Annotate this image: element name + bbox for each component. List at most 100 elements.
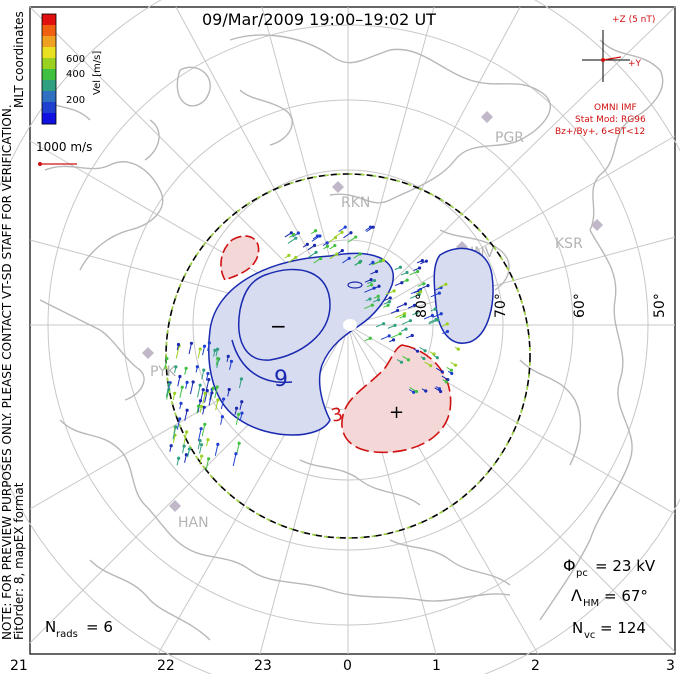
velocity-vector-dot: [205, 388, 209, 393]
velocity-vector-dot: [207, 378, 211, 382]
velocity-vector: [172, 426, 177, 440]
velocity-vector-dot: [213, 348, 217, 352]
velocity-vector-dot: [187, 447, 192, 451]
velocity-vector-dot: [191, 380, 195, 384]
preview-note: NOTE: FOR PREVIEW PURPOSES ONLY. PLEASE …: [0, 104, 14, 640]
velocity-vector: [236, 443, 240, 454]
velocity-vector-dot: [416, 269, 420, 274]
velocity-vector-dot: [199, 427, 203, 431]
colorbar-segment: [42, 25, 56, 37]
velocity-vector-dot: [169, 444, 173, 448]
station-label-pyk: PYK: [150, 364, 177, 380]
velocity-vector-dot: [386, 303, 390, 307]
mlt-label-2: 2: [531, 658, 540, 674]
svg-text:vc: vc: [584, 630, 595, 641]
velocity-vector-dot: [432, 352, 436, 356]
velocity-vector-dot: [305, 242, 309, 246]
velocity-vector: [205, 458, 210, 471]
station-label-rkn: RKN: [341, 195, 370, 211]
velocity-vector: [209, 389, 213, 401]
mlt-label-23: 23: [254, 658, 272, 674]
velocity-vector-dot: [393, 323, 397, 327]
latitude-label-60: 60°: [572, 293, 588, 318]
colorbar-segment: [42, 47, 56, 59]
velocity-vector-dot: [370, 303, 374, 307]
velocity-vector-dot: [167, 382, 171, 386]
velocity-vector-dot: [398, 265, 403, 269]
velocity-vector-dot: [388, 296, 392, 300]
colorbar-tick-400: 400: [66, 69, 85, 80]
station-label-ksr: KSR: [555, 236, 583, 252]
stats-phi-pc: Φ pc = 23 kV: [563, 556, 656, 579]
velocity-vector: [347, 236, 357, 243]
negative-cell-inner: [238, 268, 331, 361]
velocity-vector-dot: [325, 244, 330, 248]
velocity-vector-dot: [343, 225, 347, 229]
velocity-vector-dot: [436, 318, 440, 322]
mlt-label-22: 22: [157, 658, 175, 674]
velocity-vector-dot: [412, 390, 416, 394]
station-label-han: HAN: [178, 515, 209, 531]
velocity-vector-dot: [415, 311, 419, 315]
velocity-vector-dot: [440, 370, 444, 374]
velocity-vector-dot: [207, 341, 211, 345]
velocity-vector-dot: [368, 336, 372, 340]
velocity-vector-dot: [206, 371, 210, 376]
velocity-vector: [215, 399, 219, 411]
velocity-vector-dot: [198, 399, 203, 403]
velocity-vector-dot: [371, 260, 375, 265]
velocity-vector-dot: [398, 332, 402, 336]
velocity-vector-dot: [201, 388, 205, 392]
velocity-vector: [183, 431, 188, 445]
velocity-vector: [164, 358, 168, 370]
colorbar-segment: [42, 58, 56, 70]
velocity-vector-dot: [424, 259, 428, 263]
velocity-vector-dot: [200, 454, 204, 458]
velocity-vector: [201, 424, 206, 437]
velocity-vector-dot: [403, 302, 408, 306]
velocity-vector: [208, 392, 213, 406]
latitude-label-70: 70°: [493, 293, 509, 318]
velocity-vector: [410, 289, 421, 295]
velocity-vector: [371, 260, 381, 266]
velocity-vector-dot: [415, 349, 420, 353]
velocity-vector: [232, 453, 237, 467]
velocity-vector-dot: [202, 405, 206, 409]
velocity-vector-dot: [240, 400, 244, 404]
velocity-vector-dot: [184, 366, 188, 371]
velocity-vector-dot: [377, 284, 381, 288]
velocity-vector-dot: [296, 231, 300, 235]
velocity-vector: [188, 343, 192, 355]
svg-text:= 6: = 6: [86, 618, 113, 636]
velocity-vector-dot: [234, 452, 238, 456]
svg-text:= 67°: = 67°: [604, 587, 648, 605]
velocity-vector-dot: [199, 443, 204, 447]
velocity-vector-dot: [325, 241, 329, 245]
velocity-vector-dot: [422, 282, 426, 286]
velocity-vector-dot: [430, 313, 435, 318]
velocity-vector-dot: [289, 231, 293, 235]
velocity-vector-dot: [405, 278, 409, 282]
coordinates-note: MLT coordinates: [12, 11, 26, 108]
velocity-vector: [428, 319, 439, 325]
colorbar-tick-200: 200: [66, 95, 85, 106]
velocity-vector: [202, 393, 206, 404]
imf-z-label: +Z (5 nT): [612, 15, 655, 25]
colorbar-segment: [42, 80, 56, 92]
velocity-vector-dot: [379, 259, 383, 263]
velocity-vector-dot: [229, 359, 234, 364]
velocity-vector-dot: [176, 342, 181, 347]
velocity-vector-dot: [182, 444, 186, 448]
velocity-vector-dot: [405, 270, 409, 275]
velocity-vector: [409, 294, 420, 299]
map-title: 09/Mar/2009 19:00–19:02 UT: [202, 10, 436, 29]
velocity-vector-dot: [435, 356, 439, 360]
velocity-vector-dot: [387, 300, 392, 304]
imf-vector-dot: [601, 58, 605, 62]
velocity-vector-dot: [319, 256, 323, 261]
imf-vector: [602, 56, 622, 61]
velocity-vector-dot: [333, 243, 337, 248]
imf-source: OMNI IMF: [594, 103, 637, 113]
station-label-pgr: PGR: [495, 130, 524, 146]
